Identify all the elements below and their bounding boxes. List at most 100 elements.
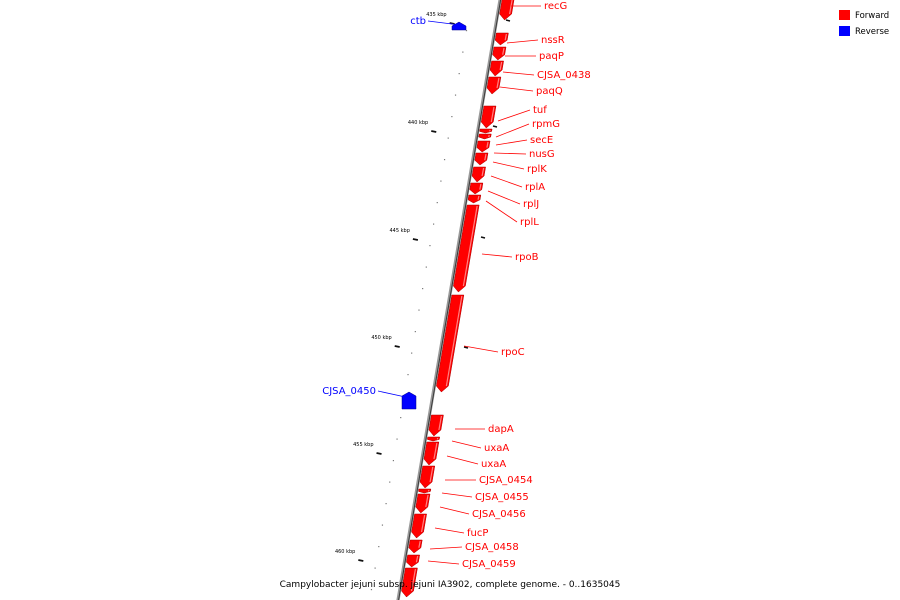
label-leader-line (434, 527, 465, 534)
minor-tick (378, 546, 380, 548)
forward-gene-arrow (423, 441, 440, 466)
label-leader-line (427, 560, 460, 565)
legend-label-forward: Forward (855, 11, 889, 21)
legend: Forward Reverse (839, 10, 889, 37)
forward-gene-label: fucP (467, 528, 488, 539)
forward-gene-label: nssR (541, 35, 565, 46)
reverse-gene-arrow (401, 391, 417, 410)
forward-gene-label: dapA (488, 424, 514, 435)
forward-gene-arrow (479, 128, 493, 134)
forward-gene-label: CJSA_0454 (479, 475, 533, 486)
label-leader-line (377, 390, 411, 399)
forward-gene-arrow (436, 294, 465, 393)
minor-tick (414, 331, 416, 333)
tick-label: 450 kbp (371, 335, 391, 341)
forward-gene-label: rplK (527, 164, 547, 175)
minor-tick (389, 481, 391, 483)
forward-gene-arrow (478, 133, 492, 140)
forward-gene-arrow (499, 0, 515, 21)
gene-highlight (479, 183, 482, 190)
minor-tick (374, 567, 376, 569)
forward-gene-arrow (415, 493, 431, 514)
label-leader-line (439, 506, 470, 515)
gene-highlight (488, 134, 490, 138)
label-leader-line (441, 492, 473, 498)
minor-tick (370, 589, 373, 591)
tick-label: 435 kbp (426, 12, 446, 18)
label-leader-line (502, 71, 535, 76)
gene-highlight (438, 415, 443, 431)
forward-gene-label: rpoB (515, 252, 539, 263)
label-leader-line (485, 200, 518, 223)
label-leader-line (451, 440, 482, 449)
forward-gene-label: CJSA_0455 (475, 492, 529, 503)
minor-tick (454, 94, 457, 96)
strand-marker (480, 236, 486, 239)
minor-tick (458, 73, 460, 75)
gene-highlight (484, 153, 487, 161)
major-tick (431, 130, 437, 133)
label-leader-line (499, 86, 534, 92)
reverse-gene-label: ctb (410, 16, 426, 27)
forward-gene-label: paqQ (536, 86, 563, 97)
minor-tick (447, 137, 449, 139)
forward-gene-label: nusG (529, 149, 555, 160)
major-tick (376, 452, 382, 455)
minor-tick (429, 245, 431, 247)
label-leader-line (427, 20, 461, 26)
minor-tick (392, 460, 394, 462)
gene-labels: recG nssR paqP CJSA_0438 paqQ tuf rpmG secE nusG… (322, 1, 591, 570)
major-tick (394, 345, 400, 348)
minor-tick (396, 438, 398, 440)
forward-gene-arrow (474, 152, 489, 166)
forward-gene-label: CJSA_0458 (465, 542, 519, 553)
gene-highlight (496, 77, 500, 89)
minor-tick (418, 309, 420, 311)
genome-backbone (396, 0, 502, 600)
major-tick (412, 238, 419, 241)
gene-highlight (429, 466, 434, 483)
forward-gene-arrow (411, 513, 427, 539)
gene-highlight (445, 295, 463, 387)
gene-highlight (509, 0, 513, 15)
gene-highlight (418, 540, 421, 548)
label-leader-line (490, 175, 523, 188)
gene-highlight (486, 141, 489, 148)
minor-tick (407, 374, 409, 376)
gene-highlight (433, 442, 438, 460)
minor-tick (400, 417, 402, 419)
minor-tick (385, 503, 387, 505)
minor-tick (436, 202, 438, 204)
gene-highlight (504, 33, 507, 41)
forward-gene-label: rplA (525, 182, 545, 193)
label-leader-line (429, 546, 463, 550)
tick-label: 455 kbp (353, 442, 373, 448)
label-leader-line (495, 123, 530, 138)
minor-tick (451, 116, 453, 118)
forward-gene-label: CJSA_0438 (537, 70, 591, 81)
label-leader-line (493, 152, 527, 155)
forward-gene-arrow (401, 567, 418, 598)
forward-gene-arrow (492, 46, 507, 61)
backbone-edge (398, 0, 502, 600)
forward-gene-label: CJSA_0459 (462, 559, 516, 570)
gene-features (401, 0, 515, 598)
forward-gene-arrow (408, 539, 423, 554)
gene-highlight (425, 494, 429, 508)
gene-highlight (477, 195, 480, 200)
forward-gene-label: paqP (539, 51, 564, 62)
forward-gene-arrow (489, 60, 504, 77)
forward-gene-arrow (419, 465, 436, 489)
legend-swatch-forward (839, 10, 850, 20)
legend-swatch-reverse (839, 26, 850, 36)
forward-gene-arrow (428, 414, 444, 437)
forward-gene-label: rplL (520, 217, 539, 228)
minor-tick (443, 159, 446, 161)
gene-highlight (420, 514, 426, 533)
tick-label: 440 kbp (408, 120, 428, 126)
gene-highlight (490, 106, 495, 123)
forward-gene-label: tuf (533, 105, 547, 116)
forward-gene-arrow (469, 182, 484, 195)
reverse-gene-label: CJSA_0450 (322, 386, 376, 397)
